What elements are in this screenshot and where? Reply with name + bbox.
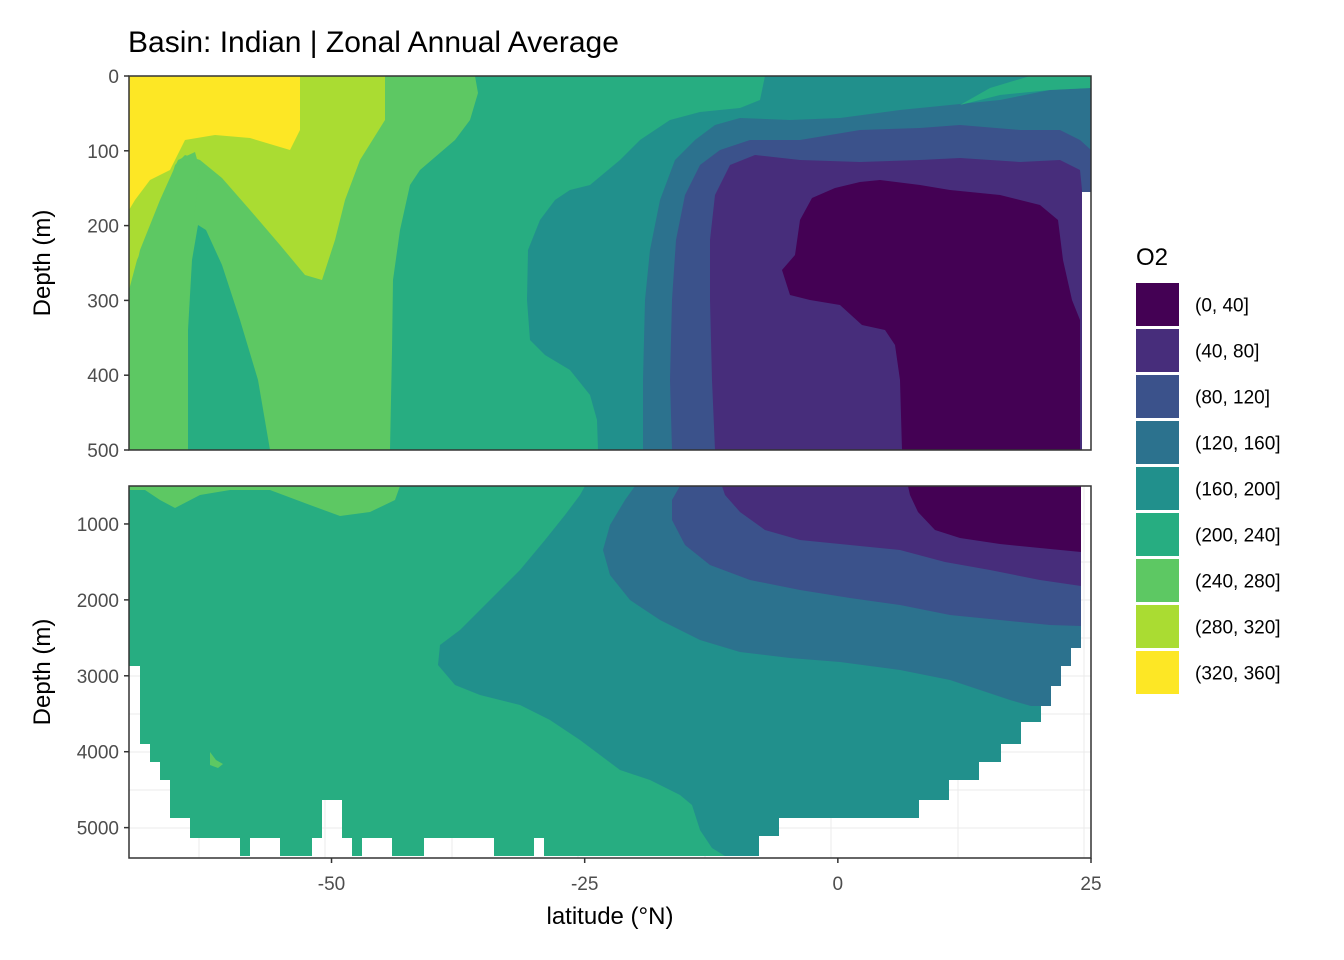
legend-label: (280, 320] (1195, 618, 1281, 639)
legend-swatch (1136, 559, 1179, 602)
x-axis: -50 -25 0 25 (318, 858, 1102, 895)
y-tick-label: 500 (87, 441, 119, 462)
legend-label: (240, 280] (1195, 572, 1281, 593)
contour-240-280-lower (129, 486, 400, 516)
x-tick-label: -50 (318, 874, 345, 895)
contour-200-240-topright (960, 76, 1091, 105)
x-axis-title: latitude (°N) (547, 903, 674, 930)
legend-swatch (1136, 651, 1179, 694)
legend: O2 (0, 40] (40, 80] (80, 120] (120, 160] (16… (1136, 244, 1281, 694)
legend-label: (40, 80] (1195, 342, 1259, 363)
lower-y-axis: 1000 2000 3000 4000 5000 (77, 515, 129, 840)
x-tick-label: -25 (571, 874, 598, 895)
lower-contours (129, 486, 1081, 856)
contour-0-40-lower (908, 486, 1081, 552)
contour-0-40-upper (782, 180, 1080, 450)
legend-label: (120, 160] (1195, 434, 1281, 455)
contour-240-280-tongue (129, 152, 200, 450)
y-tick-label: 300 (87, 291, 119, 312)
legend-swatch (1136, 375, 1179, 418)
lower-panel-border (128, 485, 1092, 859)
missing-data-upper (1082, 192, 1091, 450)
upper-panel-border (128, 75, 1092, 451)
upper-contours (129, 76, 1091, 450)
lower-y-axis-title: Depth (m) (29, 619, 56, 726)
y-tick-label: 100 (87, 142, 119, 163)
y-tick-label: 400 (87, 366, 119, 387)
y-tick-label: 2000 (77, 591, 119, 612)
legend-title: O2 (1136, 244, 1168, 271)
x-tick-label: 0 (833, 874, 844, 895)
legend-swatch (1136, 513, 1179, 556)
lower-panel (128, 485, 1092, 859)
y-tick-label: 3000 (77, 667, 119, 688)
y-tick-label: 200 (87, 217, 119, 238)
x-tick-label: 25 (1080, 874, 1101, 895)
y-tick-label: 1000 (77, 515, 119, 536)
legend-label: (320, 360] (1195, 664, 1281, 685)
contour-240-280-blob (210, 752, 223, 768)
upper-y-axis-title: Depth (m) (29, 210, 56, 317)
legend-swatch (1136, 605, 1179, 648)
y-tick-label: 5000 (77, 819, 119, 840)
contour-200-240-tongue (188, 225, 270, 450)
y-tick-label: 0 (108, 67, 119, 88)
legend-label: (80, 120] (1195, 388, 1270, 409)
upper-panel (128, 75, 1092, 451)
contour-320-360-upper (129, 76, 300, 210)
legend-swatch (1136, 467, 1179, 510)
legend-swatch (1136, 421, 1179, 464)
legend-label: (200, 240] (1195, 526, 1281, 547)
chart-title: Basin: Indian | Zonal Annual Average (128, 26, 619, 59)
legend-label: (0, 40] (1195, 296, 1249, 317)
upper-y-axis: 0 100 200 300 400 500 (87, 67, 129, 462)
legend-swatch (1136, 283, 1179, 326)
legend-label: (160, 200] (1195, 480, 1281, 501)
y-tick-label: 4000 (77, 743, 119, 764)
legend-swatch (1136, 329, 1179, 372)
